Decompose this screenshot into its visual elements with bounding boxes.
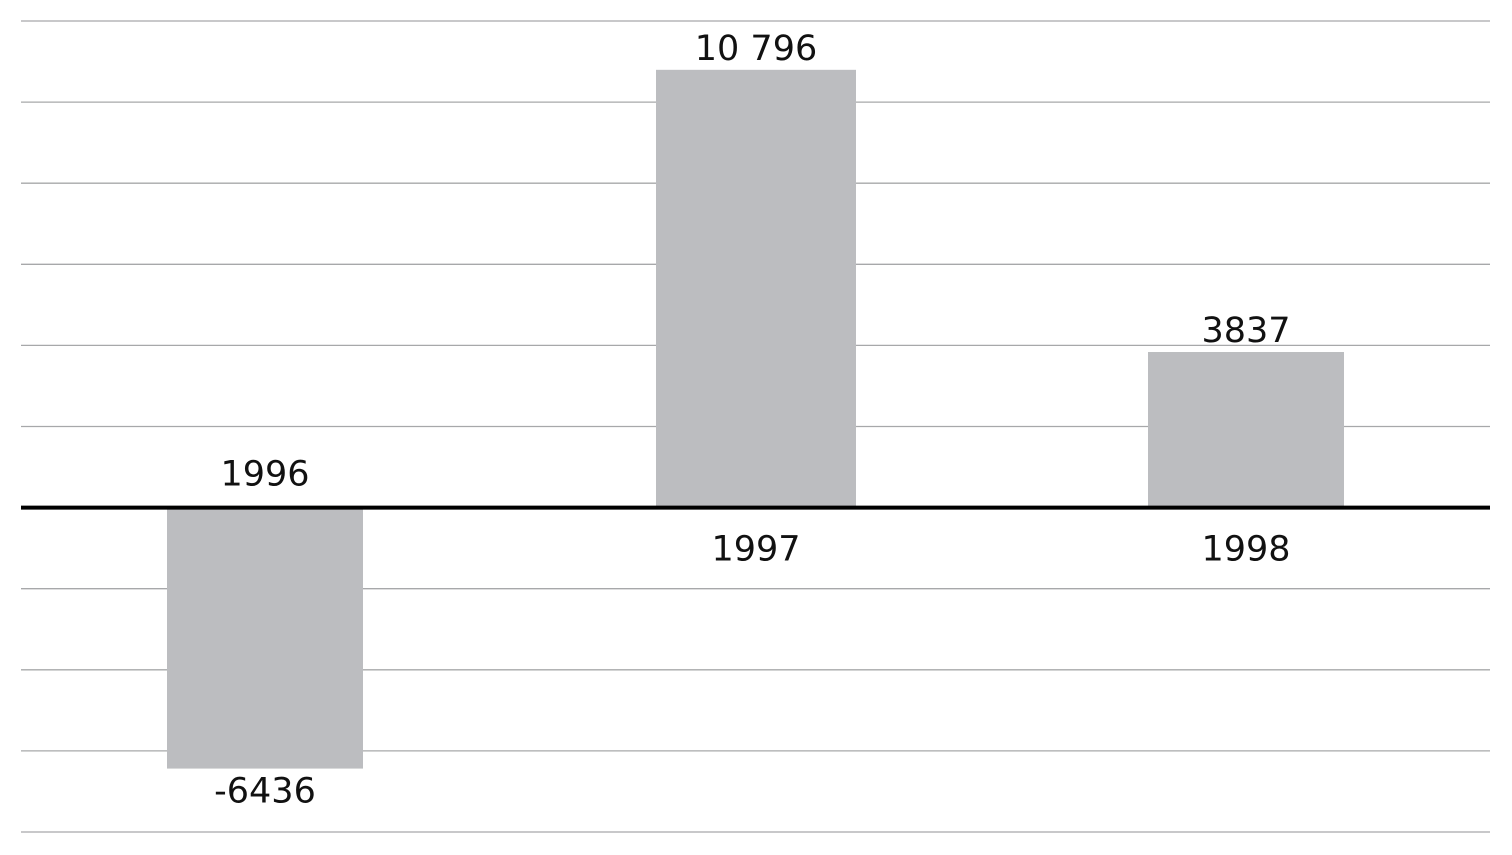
bar-1997 — [656, 69, 856, 508]
labels: -6436 1996 10 796 1997 3837 1998 — [214, 29, 1290, 812]
category-label: 1997 — [711, 530, 800, 570]
bar-1998 — [1148, 352, 1344, 508]
value-label: -6436 — [214, 772, 316, 812]
category-label: 1996 — [220, 455, 309, 495]
value-label: 3837 — [1201, 311, 1290, 351]
bars — [167, 69, 1344, 769]
category-label: 1998 — [1201, 530, 1290, 570]
bar-1996 — [167, 507, 363, 769]
value-label: 10 796 — [695, 29, 817, 69]
